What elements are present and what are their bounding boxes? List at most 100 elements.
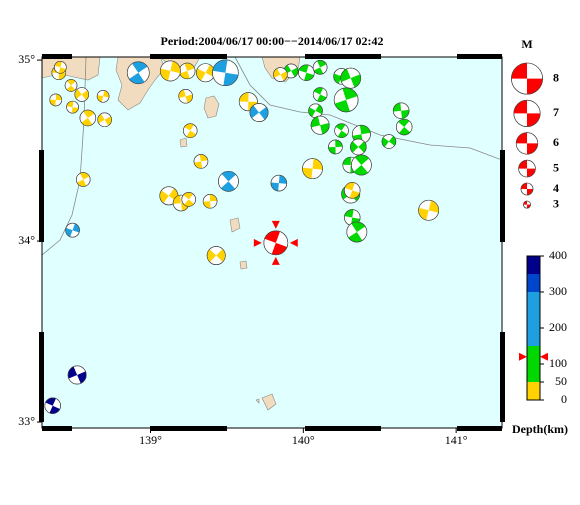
beachball-outline — [74, 87, 89, 102]
colorbar-tick-label: 400 — [549, 248, 567, 262]
beachball-quadrant — [207, 249, 217, 263]
magnitude-legend-label: 7 — [553, 105, 559, 119]
magnitude-legend-item — [515, 132, 539, 155]
focal-mechanism — [64, 79, 78, 92]
beachball-outline — [218, 170, 239, 192]
colorbar-tick-label: 300 — [549, 284, 567, 298]
beachball-outline — [181, 192, 196, 207]
focal-mechanism — [178, 62, 196, 80]
beachball-quadrant — [359, 125, 371, 135]
beachball-outline — [66, 100, 79, 114]
beachball-outline — [344, 182, 361, 199]
beachball-outline — [350, 138, 367, 156]
beachball-outline — [395, 118, 413, 136]
focal-mechanism — [392, 102, 410, 119]
beachball-quadrant — [132, 61, 148, 73]
latest-depth-marker — [519, 352, 548, 361]
beachball-quadrant — [518, 160, 527, 169]
beachball-quadrant — [353, 165, 369, 176]
beachball-quadrant — [313, 87, 324, 95]
beachball-quadrant — [77, 371, 87, 384]
beachball-quadrant — [317, 60, 327, 68]
beachball-outline — [202, 193, 218, 209]
beachball-outline — [513, 99, 541, 127]
beachball-outline — [67, 365, 87, 385]
beachball-quadrant — [291, 67, 299, 77]
beachball-quadrant — [66, 85, 76, 92]
colorbar-band — [527, 274, 540, 292]
beachball-outline — [182, 123, 198, 138]
beachball-quadrant — [350, 141, 359, 153]
x-tick-label: 139° — [139, 433, 162, 447]
focal-mechanism — [381, 134, 397, 149]
beachball-quadrant — [521, 183, 527, 189]
focal-mechanism — [218, 170, 239, 192]
beachball-quadrant — [97, 113, 105, 124]
title: Period:2004/06/17 00:00−−2014/06/17 02:4… — [161, 34, 384, 48]
beachball-outline — [523, 200, 531, 209]
focal-mechanism — [44, 397, 61, 414]
colorbar-band — [527, 382, 540, 400]
beachball-outline — [159, 60, 181, 82]
magnitude-legend-item — [511, 62, 543, 95]
focal-mechanism — [202, 193, 218, 209]
beachball-outline — [49, 93, 63, 107]
beachball-outline — [310, 115, 330, 135]
focal-mechanism — [182, 123, 198, 138]
beachball-outline — [270, 174, 288, 192]
beachball-quadrant — [80, 172, 90, 180]
colorbar-band — [527, 292, 540, 346]
beachball-quadrant — [45, 397, 56, 406]
beachball-quadrant — [320, 123, 330, 135]
beachball-quadrant — [393, 102, 402, 112]
latest-event — [253, 220, 298, 265]
latest-marker — [271, 256, 280, 265]
beachball-quadrant — [273, 68, 281, 78]
x-tick-label: 140° — [292, 433, 315, 447]
beachball-quadrant — [209, 194, 218, 202]
focal-mechanism — [66, 100, 79, 114]
magnitude-legend-item — [518, 159, 536, 178]
focal-mechanism — [126, 61, 150, 85]
focal-mechanism — [344, 182, 361, 199]
beachball-quadrant — [527, 78, 543, 95]
beachball-outline — [298, 64, 315, 81]
beachball-quadrant — [216, 248, 226, 262]
magnitude-legend-item — [523, 200, 531, 209]
beachball-quadrant — [348, 232, 363, 243]
focal-mechanism — [312, 87, 328, 102]
focal-mechanism — [76, 172, 91, 187]
beachball-outline — [334, 123, 349, 138]
beachball-quadrant — [302, 167, 313, 179]
focal-mechanism — [346, 221, 368, 243]
beachball-quadrant — [335, 139, 343, 147]
beachball-quadrant — [270, 182, 279, 192]
focal-mechanism — [193, 154, 209, 169]
beachball-quadrant — [527, 113, 541, 127]
plate-boundary — [42, 57, 502, 256]
beachball-quadrant — [312, 158, 323, 170]
focal-mechanism — [49, 93, 63, 107]
depth-scale-label: Depth(km) — [512, 422, 568, 436]
beachball-quadrant — [340, 68, 351, 82]
beachball-quadrant — [351, 221, 366, 233]
beachball-quadrant — [81, 117, 93, 126]
focal-mechanism — [308, 103, 323, 119]
beachball-quadrant — [401, 109, 410, 119]
beachball-outline — [65, 222, 80, 238]
beachball-outline — [263, 230, 289, 256]
colorbar-tick-label: 0 — [561, 392, 567, 406]
focal-mechanism — [328, 139, 343, 155]
focal-mechanism — [340, 67, 362, 89]
beachball-quadrant — [527, 143, 538, 155]
beachball-outline — [96, 89, 110, 103]
beachball-outline — [312, 87, 328, 102]
focal-mechanism — [312, 60, 328, 75]
beachball-quadrant — [71, 107, 79, 114]
beachball-quadrant — [199, 154, 208, 162]
x-tick-label: 141° — [445, 433, 468, 447]
beachball-quadrant — [74, 89, 82, 99]
colorbar-tick-label: 100 — [549, 356, 567, 370]
beachball-quadrant — [194, 161, 203, 169]
beachball-quadrant — [173, 195, 182, 205]
